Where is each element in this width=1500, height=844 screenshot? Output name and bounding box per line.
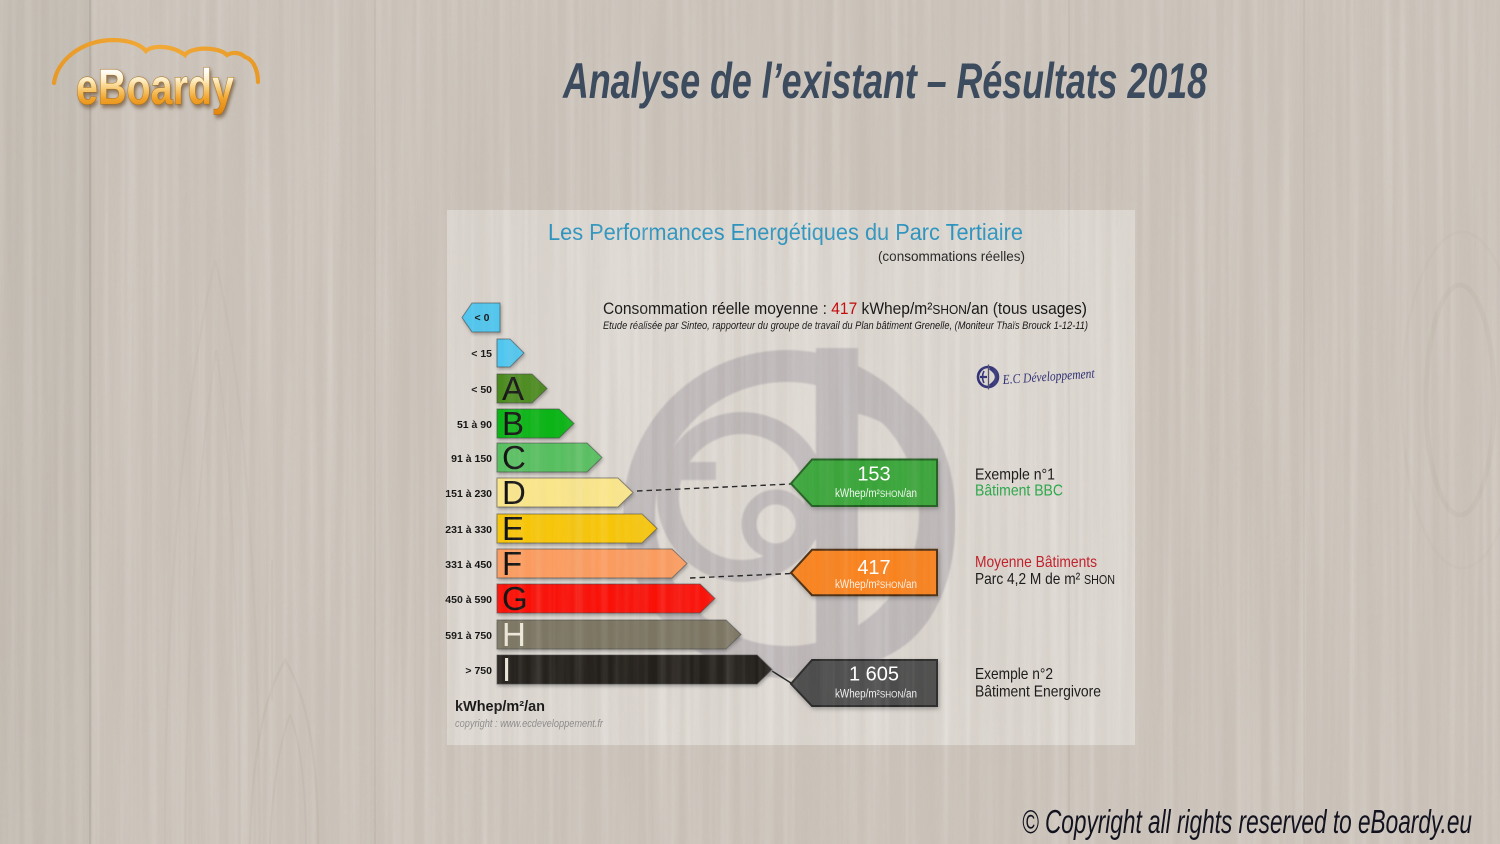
svg-text:Exemple n°1: Exemple n°1 <box>975 467 1055 484</box>
svg-text:Moyenne Bâtiments: Moyenne Bâtiments <box>975 554 1097 571</box>
svg-text:Analyse de l’existant – Résult: Analyse de l’existant – Résultats 2018 <box>562 53 1208 109</box>
svg-text:Parc 4,2 M de m² SHON: Parc 4,2 M de m² SHON <box>975 571 1115 588</box>
svg-text:eBoardy: eBoardy <box>76 59 234 116</box>
svg-text:© Copyright all rights reserve: © Copyright all rights reserved to eBoar… <box>1022 803 1472 840</box>
svg-text:Exemple n°2: Exemple n°2 <box>975 666 1053 683</box>
svg-text:Bâtiment BBC: Bâtiment BBC <box>975 483 1063 500</box>
svg-text:Bâtiment Energivore: Bâtiment Energivore <box>975 684 1101 701</box>
